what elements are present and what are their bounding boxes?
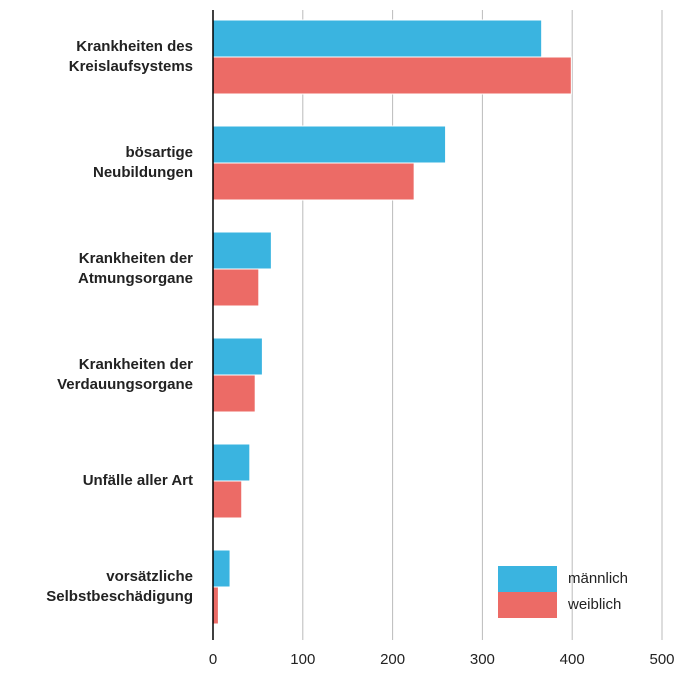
x-tick-label: 500: [649, 651, 674, 668]
legend-swatch: [498, 566, 557, 592]
bar: [212, 443, 251, 482]
bar: [212, 480, 243, 519]
label-line: Selbstbeschädigung: [46, 588, 193, 605]
label-line: vorsätzliche: [106, 568, 193, 585]
y-tick-label: Unfälle aller Art: [83, 472, 193, 489]
label-line: Verdauungsorgane: [57, 376, 193, 393]
y-tick-label: Krankheiten der Verdauungsorgane: [57, 356, 193, 393]
label-line: Atmungsorgane: [78, 270, 193, 287]
label-line: Krankheiten der: [79, 356, 193, 373]
y-tick-label: Krankheiten der Atmungsorgane: [78, 250, 193, 287]
bar: [212, 374, 256, 413]
y-tick-label: vorsätzliche Selbstbeschädigung: [46, 568, 193, 605]
bar: [212, 231, 272, 270]
label-line: Krankheiten des: [76, 38, 193, 55]
bar: [212, 56, 572, 95]
y-tick-label: bösartige Neubildungen: [93, 144, 193, 181]
legend-swatch: [498, 592, 557, 618]
bar: [212, 19, 543, 58]
label-line: Unfälle aller Art: [83, 472, 193, 489]
legend-label: weiblich: [567, 596, 621, 613]
label-line: bösartige: [125, 144, 193, 161]
x-tick-label: 100: [290, 651, 315, 668]
bar: [212, 337, 263, 376]
bar: [212, 162, 415, 201]
label-line: Neubildungen: [93, 164, 193, 181]
x-tick-label: 300: [470, 651, 495, 668]
bar: [212, 125, 447, 164]
bar: [212, 268, 260, 307]
y-tick-label: Krankheiten des Kreislaufsystems: [69, 38, 193, 75]
bar: [212, 586, 219, 625]
x-tick-label: 0: [209, 651, 217, 668]
bar: [212, 549, 231, 588]
legend-label: männlich: [568, 570, 628, 587]
label-line: Krankheiten der: [79, 250, 193, 267]
x-tick-label: 400: [560, 651, 585, 668]
label-line: Kreislaufsystems: [69, 58, 193, 75]
x-tick-label: 200: [380, 651, 405, 668]
